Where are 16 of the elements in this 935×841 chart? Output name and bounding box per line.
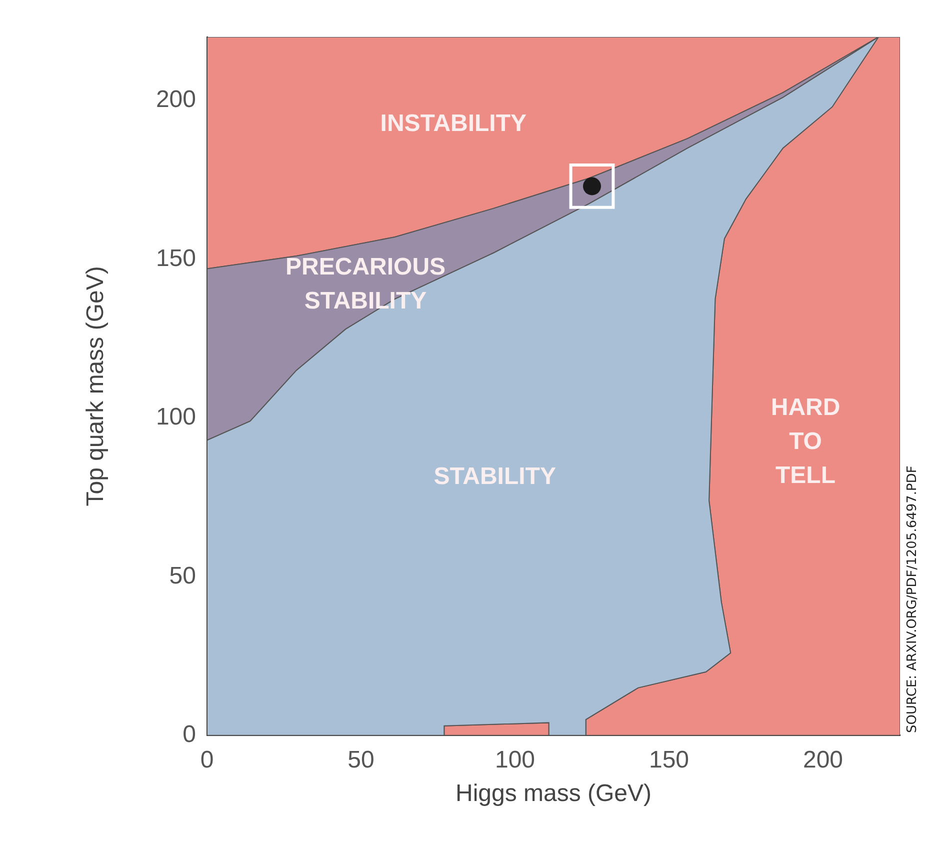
y-tick-label: 100 <box>156 404 196 431</box>
series-label: INSTABILITY <box>380 110 527 137</box>
y-tick-label: 150 <box>156 244 196 272</box>
series-label: HARD TO TELL <box>770 394 840 489</box>
y-tick-label: 200 <box>156 86 196 114</box>
x-tick-label: 50 <box>348 746 374 774</box>
x-tick-label: 150 <box>648 746 690 774</box>
x-axis-title: Higgs mass (GeV) <box>455 780 652 808</box>
y-tick-label: 0 <box>182 721 196 748</box>
source-note: SOURCE: ARXIV.ORG/PDF/1205.6497.PDF <box>905 466 920 733</box>
y-axis-title: Top quark mass (GeV) <box>82 266 110 506</box>
series-label: STABILITY <box>434 463 556 490</box>
x-tick-label: 100 <box>494 746 536 774</box>
x-tick-label: 200 <box>802 746 844 774</box>
y-tick-label: 50 <box>169 562 196 590</box>
x-tick-label: 0 <box>200 746 214 774</box>
